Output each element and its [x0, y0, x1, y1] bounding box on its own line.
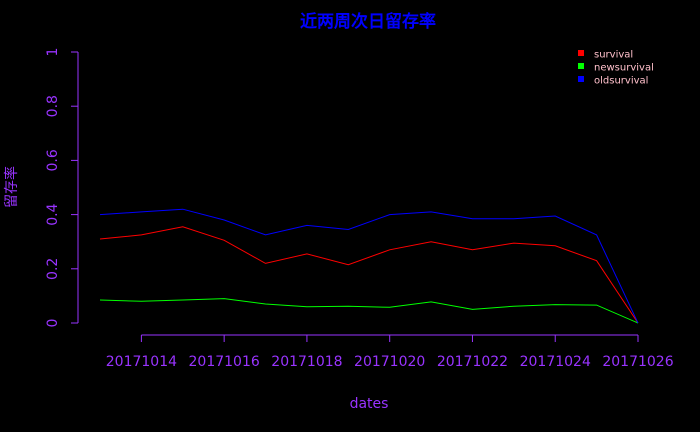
legend-label-oldsurvival: oldsurvival	[594, 76, 648, 87]
y-tick-label: 1	[45, 48, 61, 57]
series-line-oldsurvival	[99, 208, 639, 324]
legend-swatch-survival	[578, 50, 584, 56]
x-tick-label: 20171022	[437, 354, 508, 370]
legend: survival newsurvival oldsurvival	[578, 50, 654, 87]
series-line-survival	[99, 226, 639, 324]
x-tick-label: 20171018	[271, 354, 342, 370]
y-tick-label: 0.8	[45, 95, 61, 117]
series-line-newsurvival	[99, 298, 639, 324]
legend-swatch-newsurvival	[578, 63, 584, 69]
x-axis-label: dates	[350, 396, 389, 412]
y-axis: 0 0.2 0.4 0.6 0.8 1	[45, 48, 79, 328]
x-tick-label: 20171020	[354, 354, 425, 370]
x-axis: 20171014 20171016 20171018 20171020 20171022…	[106, 334, 674, 370]
x-tick-label: 20171026	[602, 354, 673, 370]
x-tick-label: 20171014	[106, 354, 177, 370]
chart-title: 近两周次日留存率	[300, 11, 436, 32]
y-tick-label: 0.4	[45, 203, 61, 225]
plot-series	[99, 208, 639, 324]
x-tick-label: 20171016	[189, 354, 260, 370]
y-tick-label: 0.2	[45, 258, 61, 280]
y-tick-label: 0.6	[45, 149, 61, 171]
legend-label-survival: survival	[594, 50, 633, 61]
legend-swatch-oldsurvival	[578, 76, 584, 82]
x-tick-label: 20171024	[520, 354, 591, 370]
legend-label-newsurvival: newsurvival	[594, 63, 654, 74]
y-axis-label: 留存率	[3, 166, 20, 208]
y-tick-label: 0	[45, 319, 61, 328]
